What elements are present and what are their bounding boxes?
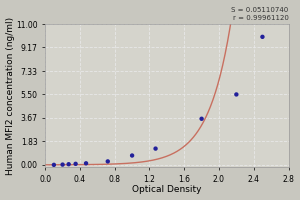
Point xyxy=(66,163,71,166)
Point xyxy=(199,117,204,120)
Point xyxy=(105,160,110,163)
Text: S = 0.05110740
r = 0.99961120: S = 0.05110740 r = 0.99961120 xyxy=(231,7,289,21)
Point xyxy=(73,162,78,165)
X-axis label: Optical Density: Optical Density xyxy=(132,185,202,194)
Point xyxy=(130,154,134,157)
Point xyxy=(260,35,265,38)
Point xyxy=(153,147,158,150)
Point xyxy=(52,163,56,166)
Point xyxy=(234,93,239,96)
Point xyxy=(60,163,65,166)
Point xyxy=(84,162,88,165)
Y-axis label: Human MFI2 concentration (ng/ml): Human MFI2 concentration (ng/ml) xyxy=(6,17,15,175)
